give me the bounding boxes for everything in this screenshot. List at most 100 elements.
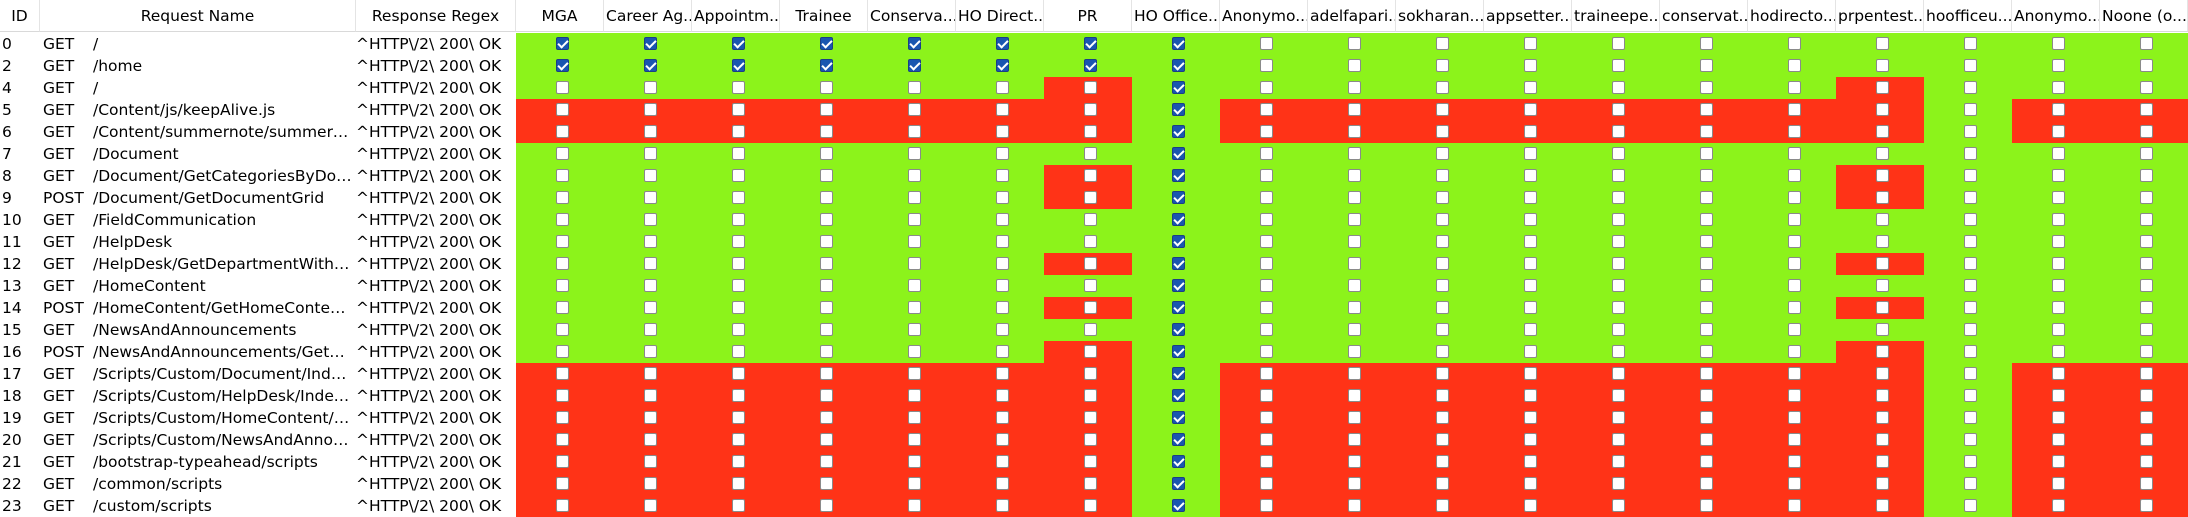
unchecked-checkbox[interactable]: [1788, 499, 1801, 512]
unchecked-checkbox[interactable]: [2052, 323, 2065, 336]
column-header-role[interactable]: traineepe...: [1572, 0, 1660, 32]
unchecked-checkbox[interactable]: [1788, 191, 1801, 204]
unchecked-checkbox[interactable]: [556, 323, 569, 336]
unchecked-checkbox[interactable]: [1436, 147, 1449, 160]
checked-checkbox[interactable]: [1172, 345, 1185, 358]
unchecked-checkbox[interactable]: [644, 411, 657, 424]
unchecked-checkbox[interactable]: [1788, 323, 1801, 336]
column-header-role[interactable]: adelfapari...: [1308, 0, 1396, 32]
unchecked-checkbox[interactable]: [1436, 103, 1449, 116]
unchecked-checkbox[interactable]: [1700, 257, 1713, 270]
unchecked-checkbox[interactable]: [1700, 433, 1713, 446]
unchecked-checkbox[interactable]: [644, 191, 657, 204]
unchecked-checkbox[interactable]: [2052, 279, 2065, 292]
unchecked-checkbox[interactable]: [908, 169, 921, 182]
unchecked-checkbox[interactable]: [1700, 103, 1713, 116]
unchecked-checkbox[interactable]: [1964, 411, 1977, 424]
unchecked-checkbox[interactable]: [1436, 59, 1449, 72]
unchecked-checkbox[interactable]: [1348, 345, 1361, 358]
unchecked-checkbox[interactable]: [1876, 411, 1889, 424]
unchecked-checkbox[interactable]: [1524, 147, 1537, 160]
unchecked-checkbox[interactable]: [908, 323, 921, 336]
unchecked-checkbox[interactable]: [2140, 257, 2153, 270]
checked-checkbox[interactable]: [1172, 279, 1185, 292]
unchecked-checkbox[interactable]: [1612, 477, 1625, 490]
unchecked-checkbox[interactable]: [996, 81, 1009, 94]
unchecked-checkbox[interactable]: [820, 235, 833, 248]
unchecked-checkbox[interactable]: [1700, 389, 1713, 402]
unchecked-checkbox[interactable]: [1084, 147, 1097, 160]
unchecked-checkbox[interactable]: [1084, 345, 1097, 358]
unchecked-checkbox[interactable]: [1084, 455, 1097, 468]
unchecked-checkbox[interactable]: [820, 323, 833, 336]
checked-checkbox[interactable]: [1172, 125, 1185, 138]
unchecked-checkbox[interactable]: [1524, 125, 1537, 138]
table-row[interactable]: 16 POST /NewsAndAnnouncements/GetNewsGrid…: [0, 341, 2188, 363]
unchecked-checkbox[interactable]: [996, 279, 1009, 292]
checked-checkbox[interactable]: [996, 37, 1009, 50]
table-row[interactable]: 5 GET/Content/js/keepAlive.js ^HTTP\/2\ 20…: [0, 99, 2188, 121]
unchecked-checkbox[interactable]: [556, 411, 569, 424]
unchecked-checkbox[interactable]: [1436, 213, 1449, 226]
unchecked-checkbox[interactable]: [996, 499, 1009, 512]
table-row[interactable]: 14 POST /HomeContent/GetHomeContentGrid ^H…: [0, 297, 2188, 319]
checked-checkbox[interactable]: [1172, 257, 1185, 270]
table-row[interactable]: 2 GET/home ^HTTP\/2\ 200\ OK: [0, 55, 2188, 77]
unchecked-checkbox[interactable]: [1524, 345, 1537, 358]
unchecked-checkbox[interactable]: [1084, 323, 1097, 336]
unchecked-checkbox[interactable]: [2052, 37, 2065, 50]
unchecked-checkbox[interactable]: [1612, 235, 1625, 248]
unchecked-checkbox[interactable]: [2140, 103, 2153, 116]
unchecked-checkbox[interactable]: [820, 279, 833, 292]
unchecked-checkbox[interactable]: [2140, 37, 2153, 50]
unchecked-checkbox[interactable]: [2140, 389, 2153, 402]
unchecked-checkbox[interactable]: [644, 433, 657, 446]
unchecked-checkbox[interactable]: [1700, 191, 1713, 204]
unchecked-checkbox[interactable]: [908, 213, 921, 226]
unchecked-checkbox[interactable]: [644, 213, 657, 226]
unchecked-checkbox[interactable]: [1700, 37, 1713, 50]
unchecked-checkbox[interactable]: [1524, 433, 1537, 446]
unchecked-checkbox[interactable]: [1524, 499, 1537, 512]
unchecked-checkbox[interactable]: [1436, 477, 1449, 490]
unchecked-checkbox[interactable]: [732, 323, 745, 336]
unchecked-checkbox[interactable]: [908, 125, 921, 138]
unchecked-checkbox[interactable]: [1436, 169, 1449, 182]
unchecked-checkbox[interactable]: [820, 301, 833, 314]
unchecked-checkbox[interactable]: [644, 301, 657, 314]
unchecked-checkbox[interactable]: [1700, 147, 1713, 160]
unchecked-checkbox[interactable]: [1788, 257, 1801, 270]
unchecked-checkbox[interactable]: [556, 235, 569, 248]
unchecked-checkbox[interactable]: [1788, 345, 1801, 358]
unchecked-checkbox[interactable]: [1436, 279, 1449, 292]
unchecked-checkbox[interactable]: [732, 103, 745, 116]
table-row[interactable]: 23 GET/custom/scripts ^HTTP\/2\ 200\ OK: [0, 495, 2188, 517]
unchecked-checkbox[interactable]: [1348, 367, 1361, 380]
unchecked-checkbox[interactable]: [1612, 37, 1625, 50]
unchecked-checkbox[interactable]: [556, 389, 569, 402]
unchecked-checkbox[interactable]: [996, 257, 1009, 270]
checked-checkbox[interactable]: [644, 37, 657, 50]
column-header-role[interactable]: conservat...: [1660, 0, 1748, 32]
checked-checkbox[interactable]: [1172, 367, 1185, 380]
unchecked-checkbox[interactable]: [1700, 169, 1713, 182]
unchecked-checkbox[interactable]: [1964, 81, 1977, 94]
unchecked-checkbox[interactable]: [1084, 499, 1097, 512]
unchecked-checkbox[interactable]: [732, 367, 745, 380]
unchecked-checkbox[interactable]: [1964, 301, 1977, 314]
unchecked-checkbox[interactable]: [1612, 257, 1625, 270]
unchecked-checkbox[interactable]: [732, 499, 745, 512]
unchecked-checkbox[interactable]: [1084, 257, 1097, 270]
unchecked-checkbox[interactable]: [996, 323, 1009, 336]
unchecked-checkbox[interactable]: [1876, 103, 1889, 116]
column-header-role[interactable]: Noone (o...: [2100, 0, 2188, 32]
unchecked-checkbox[interactable]: [1348, 389, 1361, 402]
unchecked-checkbox[interactable]: [2140, 147, 2153, 160]
unchecked-checkbox[interactable]: [1612, 433, 1625, 446]
unchecked-checkbox[interactable]: [908, 499, 921, 512]
checked-checkbox[interactable]: [996, 59, 1009, 72]
unchecked-checkbox[interactable]: [2052, 103, 2065, 116]
unchecked-checkbox[interactable]: [1084, 367, 1097, 380]
unchecked-checkbox[interactable]: [1348, 257, 1361, 270]
unchecked-checkbox[interactable]: [1876, 213, 1889, 226]
